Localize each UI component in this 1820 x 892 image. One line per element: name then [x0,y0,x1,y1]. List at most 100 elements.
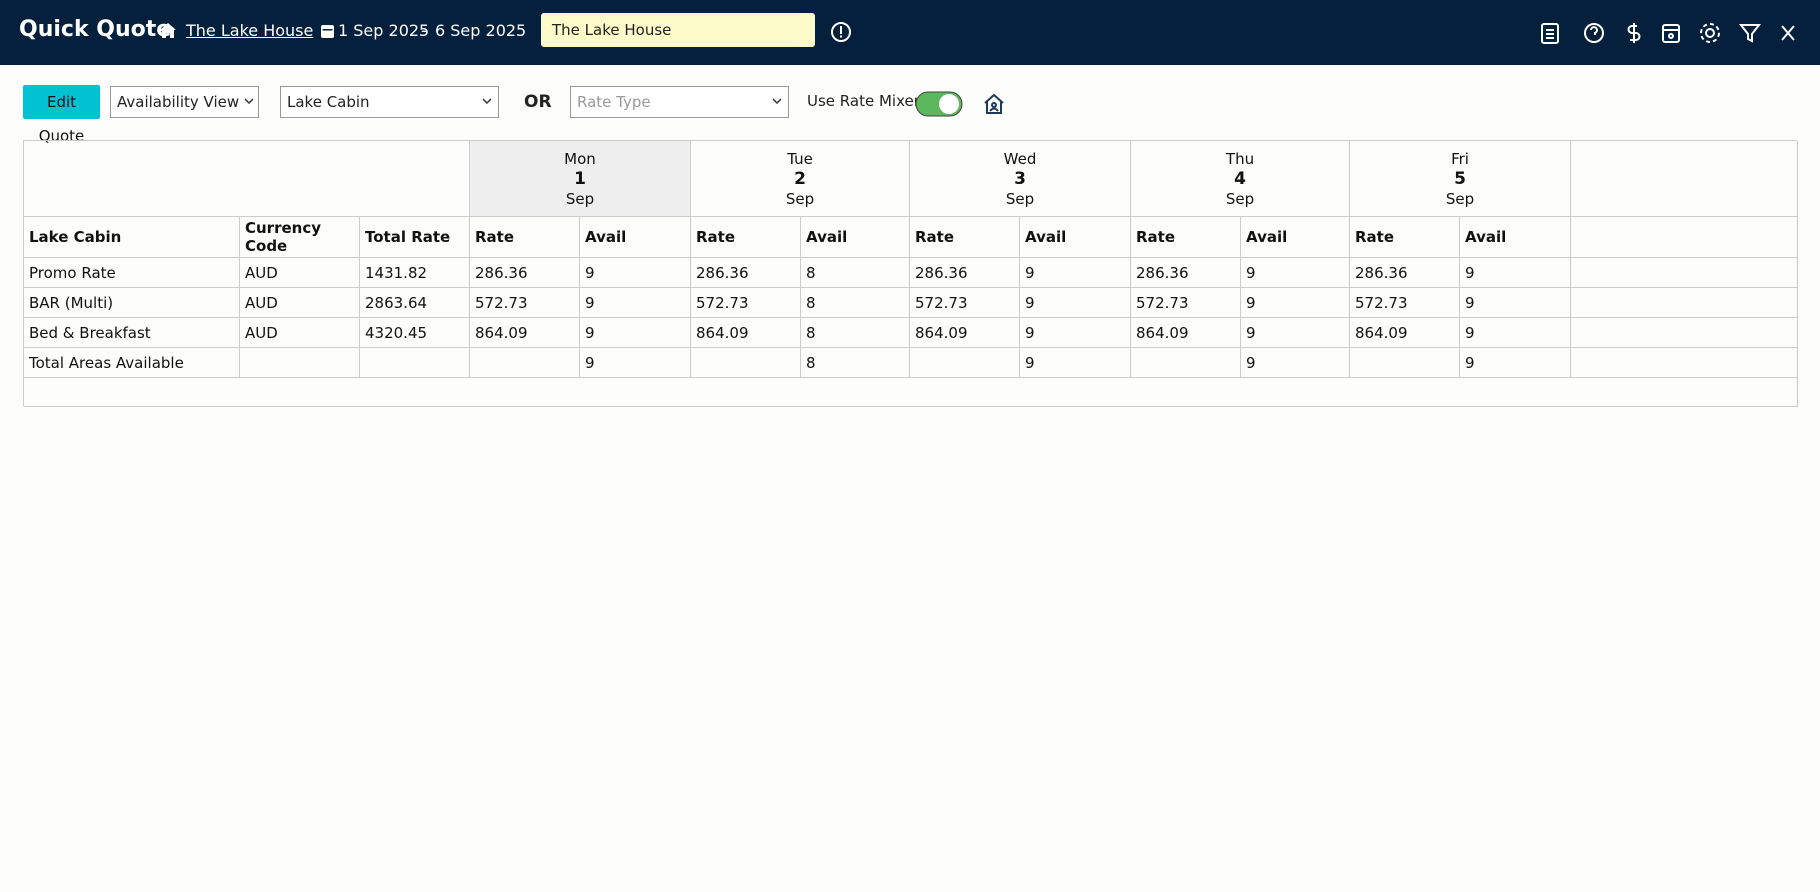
cell-text: AUD [245,263,278,282]
table-cell: 9 [1020,348,1131,378]
rate-mixer-label: Use Rate Mixer [807,92,920,110]
table-cell: 9 [1020,318,1131,348]
cell-text: 572.73 [1355,293,1408,312]
column-header-text: Avail [1025,228,1067,246]
rate-type-select[interactable]: Rate Type [570,86,789,118]
cell-text: 9 [1246,293,1256,312]
property-link[interactable]: The Lake House [186,21,314,40]
cell-text: 8 [806,263,816,282]
empty-cell [1571,348,1798,378]
table-cell: 9 [1460,318,1571,348]
column-header: Rate [910,217,1020,258]
table-cell: Promo Rate [24,258,240,288]
column-header-text: Currency Code [245,219,322,255]
table-cell: 8 [801,258,910,288]
cell-text: 8 [806,293,816,312]
column-header-text: Avail [806,228,848,246]
calendar-icon [321,25,334,38]
cell-text: 2863.64 [365,293,428,312]
table-cell [1350,348,1460,378]
title: Quick Quote [19,17,172,42]
cell-text: 1431.82 [365,263,428,282]
column-header-text: Rate [1136,228,1176,246]
empty-row [24,378,1798,407]
cell-text: 9 [1246,353,1256,372]
column-header-text: Avail [1465,228,1507,246]
cell-text: 286.36 [475,263,528,282]
table-cell: 572.73 [1131,288,1241,318]
table-cell: Bed & Breakfast [24,318,240,348]
day-header: Thu 4 Sep [1131,141,1350,217]
home-icon [160,23,176,38]
table-cell: Total Areas Available [24,348,240,378]
table-cell: 4320.45 [360,318,470,348]
table-cell: BAR (Multi) [24,288,240,318]
column-header-text: Rate [475,228,515,246]
cell-text: 9 [1025,353,1035,372]
month: Sep [565,189,595,208]
view-select[interactable]: Availability View [110,86,259,118]
column-header-text: Rate [696,228,736,246]
cell-text: 286.36 [696,263,749,282]
table-cell: 9 [580,258,691,288]
table-cell: AUD [240,318,360,348]
table-cell: 9 [1241,348,1350,378]
property-input[interactable]: The Lake House [541,13,815,47]
table-cell: 864.09 [691,318,801,348]
table-cell: 9 [580,318,691,348]
cell-text: 864.09 [475,323,528,342]
cell-text: 8 [806,353,816,372]
weekday: Wed [1003,149,1037,168]
weekday: Tue [787,149,813,168]
rate-mixer-toggle[interactable] [915,91,963,117]
table-cell: 9 [1020,288,1131,318]
cell-text: 9 [1465,263,1475,282]
cell-text: 864.09 [915,323,968,342]
table-cell: 9 [580,348,691,378]
day-number: 3 [1014,168,1026,189]
empty-cell [1571,288,1798,318]
column-header-text: Rate [1355,228,1395,246]
table-cell: 572.73 [470,288,580,318]
day-number: 4 [1234,168,1246,189]
cell-text: 572.73 [915,293,968,312]
day-header: Fri 5 Sep [1350,141,1571,217]
month: Sep [785,189,815,208]
month: Sep [1445,189,1475,208]
table-cell: 864.09 [910,318,1020,348]
table-cell: AUD [240,258,360,288]
column-header-text: Total Rate [365,228,451,246]
table-cell: 286.36 [910,258,1020,288]
date-separator: - [421,21,427,40]
column-header: Avail [1241,217,1350,258]
table-cell: 9 [1460,348,1571,378]
cell-text: 572.73 [1136,293,1189,312]
cell-text: BAR (Multi) [29,293,114,312]
column-header: Avail [801,217,910,258]
weekday: Mon [564,149,596,168]
cell-text: 286.36 [915,263,968,282]
column-header: Avail [1460,217,1571,258]
day-header: Wed 3 Sep [910,141,1131,217]
info-icon[interactable] [830,21,852,43]
day-number: 2 [794,168,806,189]
empty-cell [1571,258,1798,288]
cell-text: 9 [1465,293,1475,312]
table-cell: 2863.64 [360,288,470,318]
cell-text: 9 [1465,323,1475,342]
cell-text: Total Areas Available [29,353,184,372]
table-cell: 286.36 [691,258,801,288]
table-cell [360,348,470,378]
day-header: Tue 2 Sep [691,141,910,217]
room-select[interactable]: Lake Cabin [280,86,499,118]
column-header: Total Rate [360,217,470,258]
or-label: OR [524,92,552,112]
cell-text: 9 [1025,323,1035,342]
header-icons[interactable] [1538,20,1808,46]
column-header-text: Avail [585,228,627,246]
table-cell: 9 [1241,318,1350,348]
table-cell: 9 [1241,258,1350,288]
house-icon[interactable] [982,92,1006,116]
day-number: 1 [574,168,586,189]
